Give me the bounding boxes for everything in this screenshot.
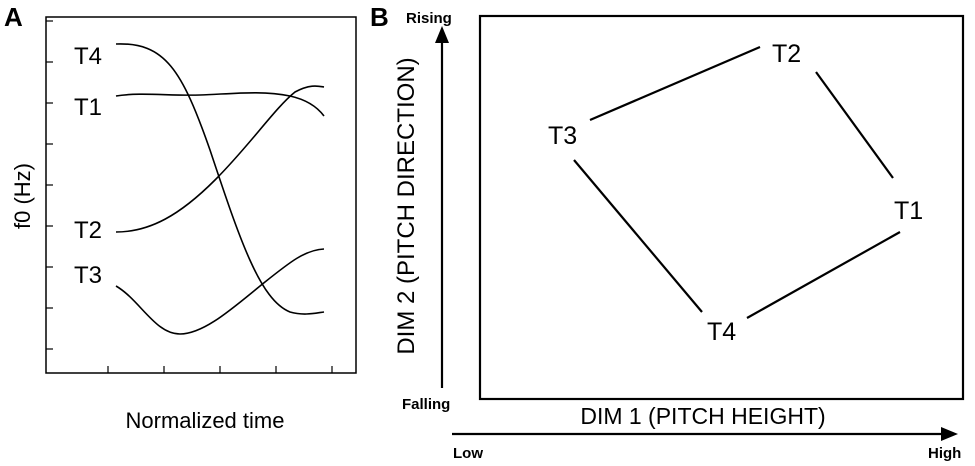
tone-t2-contour bbox=[115, 85, 325, 233]
panel-a-letter: A bbox=[4, 2, 23, 32]
tone-label-t3: T3 bbox=[74, 262, 102, 289]
panel-b-letter: B bbox=[370, 2, 389, 32]
panel-a-frame bbox=[45, 16, 357, 374]
edge-t3-t2 bbox=[589, 45, 761, 122]
panel-b-x-axis-label: DIM 1 (PITCH HEIGHT) bbox=[580, 403, 825, 429]
edge-t1-t4 bbox=[746, 231, 901, 319]
panel-b-x-axis-arrow bbox=[452, 427, 958, 441]
y-axis-low-label: Falling bbox=[402, 396, 450, 413]
tone-t3-contour bbox=[115, 248, 325, 335]
node-label-t2: T2 bbox=[772, 40, 801, 68]
panel-a-plot: T4 T1 T2 T3 f0 (Hz) Normalized time bbox=[10, 16, 357, 433]
tone-t1-contour bbox=[115, 91, 325, 117]
tone-label-t1: T1 bbox=[74, 94, 102, 121]
node-label-t4: T4 bbox=[707, 318, 736, 346]
edge-t2-t1 bbox=[815, 71, 894, 179]
x-axis-high-label: High bbox=[928, 445, 961, 462]
tone-label-t4: T4 bbox=[74, 43, 102, 70]
y-axis-high-label: Rising bbox=[406, 10, 452, 27]
panel-a-y-ticks bbox=[46, 20, 53, 350]
node-label-t1: T1 bbox=[894, 197, 923, 225]
x-axis-low-label: Low bbox=[453, 445, 483, 462]
panel-b-y-axis-arrow bbox=[435, 26, 449, 388]
tone-t4-contour bbox=[115, 43, 325, 315]
panel-a-y-axis-label: f0 (Hz) bbox=[10, 163, 35, 229]
edge-t3-t4 bbox=[573, 159, 703, 313]
panel-b-plot: T2 T3 T1 T4 DIM 2 (PITCH DIRECTION) DIM … bbox=[393, 10, 965, 462]
panel-b-frame bbox=[478, 14, 965, 401]
panel-b-y-axis-label: DIM 2 (PITCH DIRECTION) bbox=[393, 57, 420, 354]
node-label-t3: T3 bbox=[548, 122, 577, 150]
panel-a-x-axis-label: Normalized time bbox=[126, 408, 285, 433]
panel-a-x-ticks bbox=[107, 366, 333, 373]
tone-label-t2: T2 bbox=[74, 217, 102, 244]
